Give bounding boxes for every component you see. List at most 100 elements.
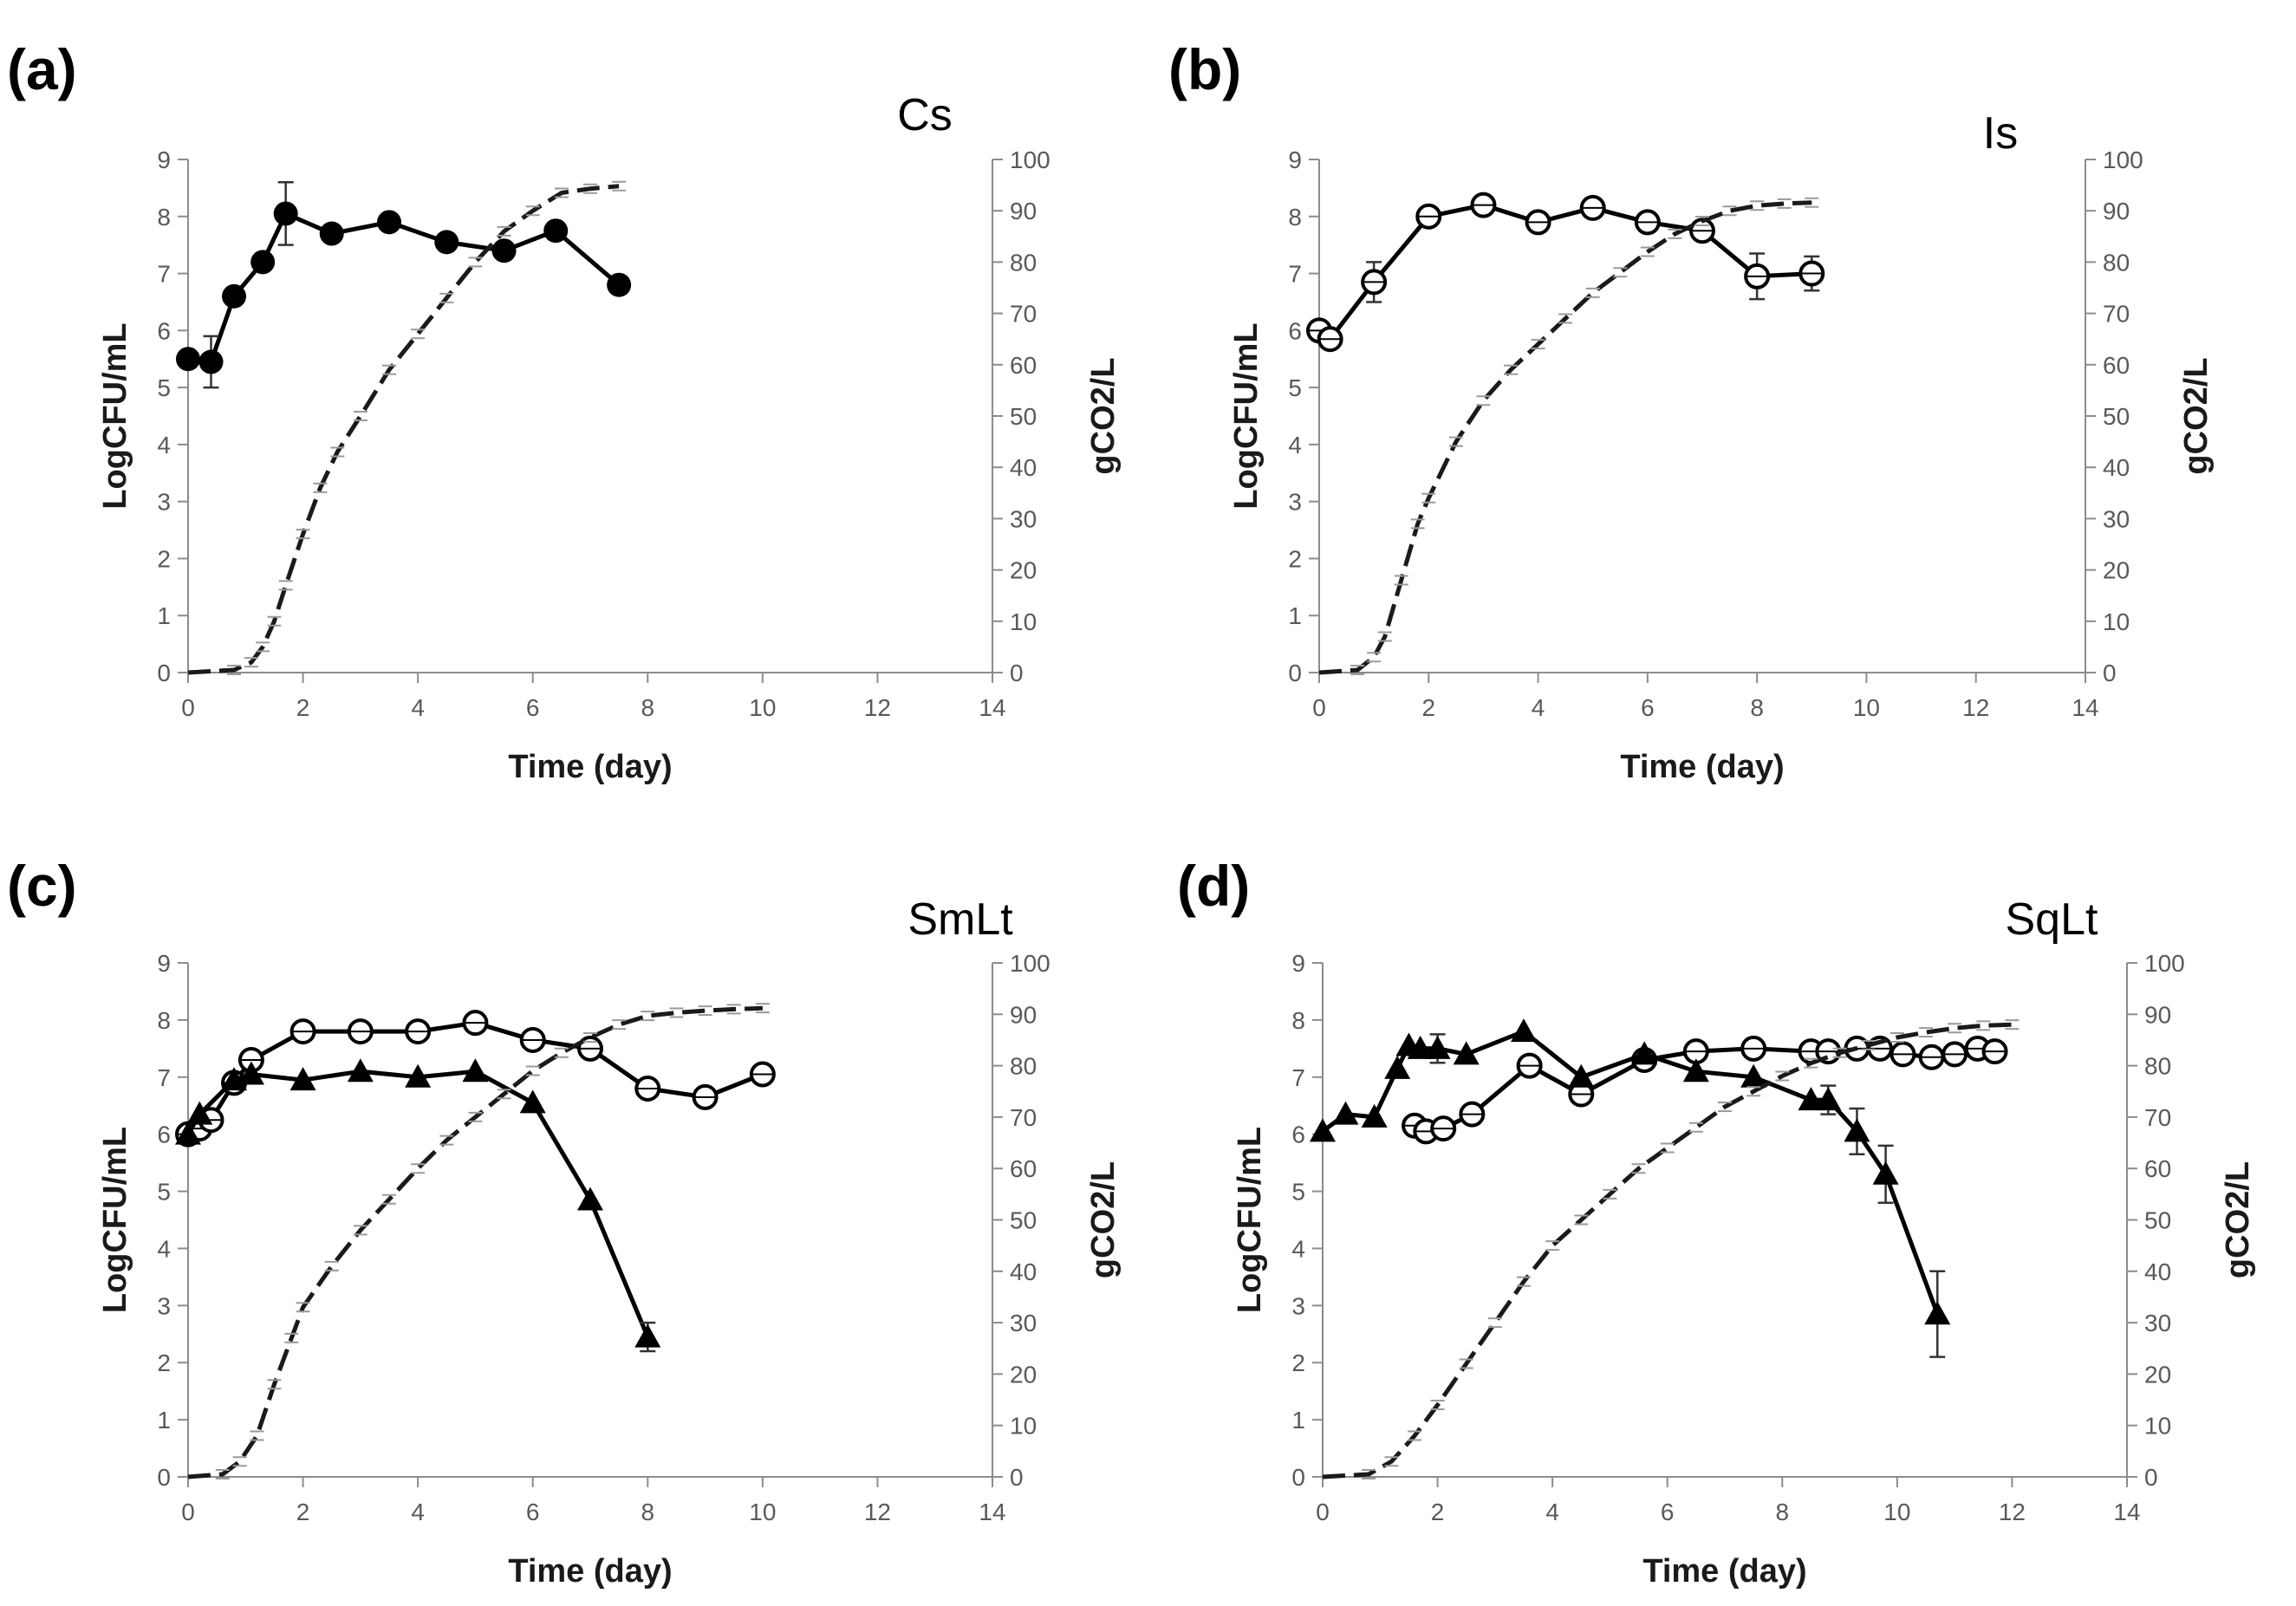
data-point-filled-triangle <box>519 1089 546 1114</box>
data-point-filled-triangle <box>1424 1035 1451 1059</box>
y-right-tick-label: 10 <box>2103 608 2130 635</box>
data-point-filled-circle <box>434 230 459 255</box>
y-left-tick-label: 3 <box>157 1292 171 1319</box>
y-left-tick-label: 2 <box>157 1349 171 1376</box>
data-point-filled-triangle <box>175 1121 201 1145</box>
y-right-tick-label: 20 <box>1010 557 1037 584</box>
x-tick-label: 2 <box>1431 1499 1445 1525</box>
panel-smlt: (c)SmLt012345678901020304050607080901000… <box>7 854 1122 1590</box>
x-tick-label: 6 <box>526 1499 540 1525</box>
data-point-filled-circle <box>250 250 276 275</box>
axes <box>1312 962 2137 1487</box>
x-tick-label: 14 <box>979 694 1005 721</box>
y-left-tick-label: 8 <box>1288 204 1302 231</box>
x-tick-label: 10 <box>749 694 776 721</box>
x-tick-label: 2 <box>296 694 310 721</box>
x-tick-label: 14 <box>2072 694 2098 721</box>
panel-title: SmLt <box>907 894 1013 945</box>
data-point-filled-triangle <box>1924 1301 1951 1325</box>
y-left-tick-label: 3 <box>157 489 171 516</box>
data-point-filled-triangle <box>1568 1063 1595 1088</box>
data-point-filled-triangle <box>577 1187 603 1211</box>
y-right-tick-label: 40 <box>1010 1258 1037 1285</box>
series-co2-production <box>1322 1019 2020 1480</box>
y-left-tick-label: 5 <box>1288 374 1302 401</box>
y-right-tick-label: 50 <box>1010 403 1037 430</box>
co2-curve <box>1322 1022 2013 1479</box>
data-point-filled-triangle <box>289 1067 316 1091</box>
series-line <box>185 1069 650 1338</box>
y-right-tick-label: 40 <box>2103 454 2130 481</box>
y-left-tick-label: 1 <box>1291 1407 1305 1434</box>
x-tick-label: 10 <box>1853 694 1880 721</box>
y-right-tick-label: 50 <box>1010 1207 1037 1234</box>
y-right-tick-label: 100 <box>1010 950 1050 977</box>
y-right-tick-label: 60 <box>2144 1155 2171 1182</box>
y-right-tick-label: 0 <box>2103 660 2117 686</box>
data-point-filled-triangle <box>1872 1161 1899 1185</box>
y-left-tick-label: 5 <box>157 1179 171 1206</box>
y-right-tick-label: 30 <box>2144 1310 2171 1336</box>
x-tick-label: 0 <box>1312 694 1326 721</box>
y-left-tick-label: 4 <box>1288 432 1302 458</box>
data-point-filled-circle <box>543 218 569 244</box>
x-tick-label: 8 <box>1750 694 1764 721</box>
y-left-tick-label: 8 <box>1291 1007 1305 1034</box>
data-point-filled-triangle <box>1682 1058 1709 1083</box>
y-right-tick-label: 50 <box>2144 1207 2171 1234</box>
x-tick-label: 4 <box>1545 1499 1559 1525</box>
y-left-tick-label: 6 <box>1291 1122 1305 1148</box>
y-left-tick-label: 3 <box>1288 489 1302 516</box>
data-point-filled-triangle <box>1453 1041 1480 1065</box>
co2-curve <box>187 1005 763 1479</box>
y-right-tick-label: 0 <box>1010 1464 1024 1491</box>
y-right-tick-label: 40 <box>2144 1258 2171 1285</box>
data-point-filled-triangle <box>186 1101 213 1125</box>
x-tick-label: 4 <box>411 1499 425 1525</box>
x-tick-label: 10 <box>1883 1499 1910 1525</box>
data-point-filled-circle <box>198 349 224 374</box>
y-axis-label-left: LogCFU/mL <box>1232 1127 1268 1313</box>
data-point-filled-triangle <box>634 1323 661 1348</box>
data-point-filled-circle <box>491 238 517 263</box>
panel-label: (b) <box>1168 37 1241 101</box>
y-right-tick-label: 10 <box>1010 1413 1037 1440</box>
y-right-tick-label: 80 <box>2144 1053 2171 1080</box>
y-right-tick-label: 30 <box>1010 1310 1037 1336</box>
x-tick-label: 6 <box>1641 694 1655 721</box>
series-is-viable-cells <box>1306 192 1825 353</box>
data-point-filled-triangle <box>1332 1101 1359 1125</box>
data-point-filled-triangle <box>1361 1103 1388 1128</box>
y-right-tick-label: 70 <box>1010 301 1037 328</box>
y-right-tick-label: 90 <box>2103 198 2130 224</box>
y-right-tick-label: 80 <box>2103 249 2130 276</box>
data-point-filled-circle <box>377 210 401 235</box>
y-left-tick-label: 5 <box>157 374 171 401</box>
series-co2-production <box>1318 197 1819 676</box>
y-right-tick-label: 0 <box>2144 1464 2158 1491</box>
y-right-tick-label: 0 <box>1010 660 1024 686</box>
y-left-tick-label: 9 <box>1288 146 1302 173</box>
y-left-tick-label: 4 <box>157 432 171 458</box>
axes <box>178 159 1003 683</box>
y-left-tick-label: 7 <box>1288 261 1302 288</box>
y-right-tick-label: 70 <box>2144 1104 2171 1131</box>
y-left-tick-label: 0 <box>1291 1464 1305 1491</box>
y-right-tick-label: 40 <box>1010 454 1037 481</box>
x-tick-label: 4 <box>1532 694 1545 721</box>
series-line <box>1321 1029 1940 1316</box>
y-left-tick-label: 9 <box>1291 950 1305 977</box>
panel-label: (d) <box>1177 854 1250 918</box>
x-tick-label: 2 <box>296 1499 310 1525</box>
x-axis-label: Time (day) <box>1642 1553 1806 1590</box>
y-left-tick-label: 9 <box>157 146 171 173</box>
y-right-tick-label: 20 <box>2103 557 2130 584</box>
panel-title: SqLt <box>2006 894 2099 945</box>
data-point-filled-triangle <box>1798 1087 1824 1111</box>
y-right-tick-label: 70 <box>1010 1104 1037 1131</box>
y-left-tick-label: 0 <box>157 660 171 686</box>
y-right-tick-label: 70 <box>2103 301 2130 328</box>
